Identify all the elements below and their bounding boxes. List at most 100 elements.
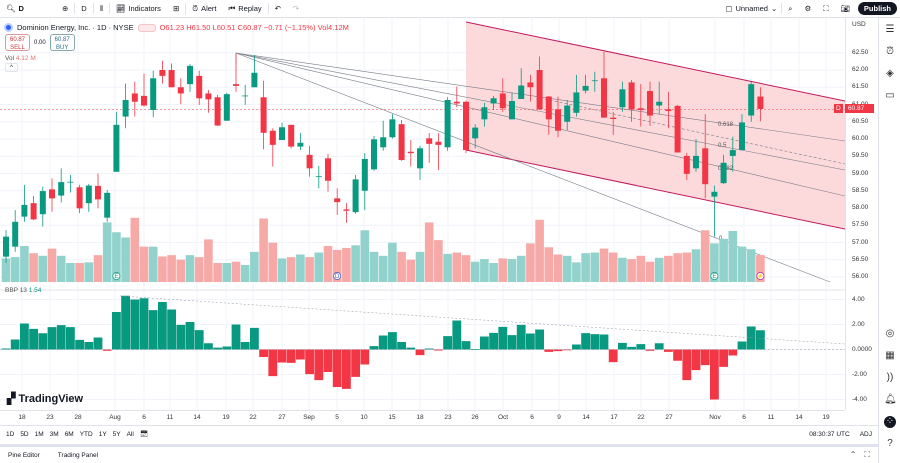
candle-body (325, 158, 331, 181)
chat-icon[interactable]: ▭ (885, 90, 895, 101)
candle (481, 102, 488, 127)
range-1m[interactable]: 1M (34, 430, 44, 438)
sell-button[interactable]: 60.87 SELL (5, 34, 30, 51)
volume-bar (728, 230, 738, 282)
candle (729, 136, 736, 172)
undo-button[interactable]: ↶ (269, 0, 287, 18)
candle (343, 203, 350, 223)
bbp-bar (277, 349, 287, 363)
currency-selector[interactable]: USD (852, 21, 866, 28)
chart-canvas[interactable]: 0.618 0.5 0.382 0 EDE⚡ (0, 0, 845, 410)
bbp-bar (636, 344, 646, 350)
candle (233, 53, 239, 92)
alarm-clock-icon[interactable]: ⏰︎ (886, 46, 894, 57)
range-ytd[interactable]: YTD (79, 430, 93, 438)
indicators-button[interactable]: 📈︎ Indicators (115, 4, 161, 13)
bbp-bar (572, 344, 581, 350)
volume-bar (139, 246, 149, 282)
tab-trading-panel[interactable]: Trading Panel (57, 451, 99, 459)
date-range-icon[interactable]: 📅︎ (139, 431, 149, 438)
buy-button[interactable]: 60.87 BUY (49, 34, 75, 51)
clock[interactable]: 08:30:37 UTC (809, 430, 850, 438)
event-marker[interactable]: D (333, 272, 342, 280)
symbol-title[interactable]: Dominion Energy, Inc. · 1D · NYSE (17, 23, 134, 32)
event-marker[interactable]: ⚡ (756, 272, 765, 280)
maximize-icon[interactable]: ⛶ (864, 450, 870, 459)
range-6m[interactable]: 6M (64, 430, 74, 438)
range-1y[interactable]: 1Y (98, 430, 107, 438)
collapse-legend-button[interactable]: ^ (5, 63, 18, 72)
bbp-bar (20, 323, 29, 350)
date-tick: Aug (109, 414, 121, 421)
chart-type-button[interactable]: ⫴ (94, 0, 109, 18)
price-axis[interactable]: USD 62.5062.0061.5061.0060.5060.0059.505… (845, 18, 878, 410)
candle-body (472, 127, 479, 139)
volume-bar (240, 264, 250, 282)
event-marker[interactable]: E (710, 272, 719, 280)
calendar-icon[interactable]: ▦ (885, 350, 895, 361)
watchlist-icon[interactable]: ☰ (885, 24, 895, 35)
volume-bar (544, 247, 554, 282)
volume-bar (397, 251, 406, 282)
interval-button[interactable]: D (81, 4, 87, 13)
candle (205, 90, 212, 113)
candle-body (233, 84, 239, 86)
volume-bar (121, 237, 130, 282)
parallel-channel[interactable] (465, 21, 845, 230)
bbp-bar (682, 349, 692, 381)
volume-bar (323, 245, 333, 282)
bbp-bar (250, 327, 259, 350)
bbp-bar (664, 349, 673, 352)
volume-bar (406, 259, 416, 282)
candle (647, 81, 653, 126)
candle-body (729, 150, 736, 156)
candle (748, 81, 755, 122)
range-3m[interactable]: 3M (49, 430, 59, 438)
range-all[interactable]: All (126, 430, 134, 438)
candle-body (187, 65, 193, 85)
target-icon[interactable]: ◎ (885, 328, 895, 339)
layers-icon[interactable]: ◈ (886, 68, 894, 79)
publish-button[interactable]: Publish (857, 2, 897, 15)
templates-button[interactable]: ⊞ (167, 0, 185, 18)
volume-bar (314, 252, 324, 282)
event-marker[interactable]: E (112, 272, 121, 280)
candle-body (619, 89, 626, 108)
range-5d[interactable]: 5D (20, 430, 29, 438)
bell-icon[interactable]: 🔔︎ (884, 394, 897, 405)
volume-bar (148, 246, 158, 282)
candle-body (196, 75, 203, 99)
layout-button[interactable]: ▢ Unnamed ⌄ (725, 4, 778, 13)
bbp-bar (1, 348, 11, 350)
alert-button[interactable]: ⏰︎ Alert (192, 3, 217, 14)
adjust-toggle[interactable]: ADJ (859, 430, 872, 438)
candle (591, 71, 598, 92)
candle (85, 183, 92, 212)
compare-button[interactable]: ⊕ (56, 0, 74, 18)
chevron-up-icon[interactable]: ⌃ (849, 450, 857, 459)
settings-button[interactable]: ⚙ (798, 0, 817, 18)
snapshot-button[interactable]: 📷︎ (834, 0, 856, 18)
candle (674, 104, 681, 153)
bbp-trendline[interactable] (119, 295, 845, 345)
volume-bar (590, 252, 600, 282)
fullscreen-button[interactable]: ⛶ (817, 0, 834, 18)
symbol-search[interactable]: 🔍︎ D (6, 4, 24, 13)
range-5y[interactable]: 5Y (112, 430, 121, 438)
help-icon[interactable]: ? (887, 438, 893, 449)
legend-toggle[interactable] (137, 23, 156, 32)
apps-icon[interactable]: ⁘ (884, 416, 896, 428)
redo-button[interactable]: ↷ (287, 0, 305, 18)
tradingview-logo[interactable]: ▞ TradingView (7, 392, 84, 406)
volume-bar (29, 253, 38, 282)
tv-logo-icon: ▞ (7, 393, 16, 405)
replay-button[interactable]: ⏮︎ Replay (228, 3, 262, 14)
quick-search-button[interactable]: ⌕ (782, 0, 798, 18)
trade-buttons: 60.87 SELL 0.00 60.87 BUY (5, 34, 75, 51)
range-1d[interactable]: 1D (6, 430, 15, 438)
tab-pine-editor[interactable]: Pine Editor (8, 451, 40, 459)
bbp-bar (231, 324, 241, 350)
candle (49, 178, 55, 212)
broadcast-icon[interactable]: )) (886, 372, 894, 383)
time-axis[interactable]: 18 23 28 Aug 6 11 14 19 22 27 Sep 5 10 15 18 23 26 Oct 6 9 1… (0, 410, 845, 425)
